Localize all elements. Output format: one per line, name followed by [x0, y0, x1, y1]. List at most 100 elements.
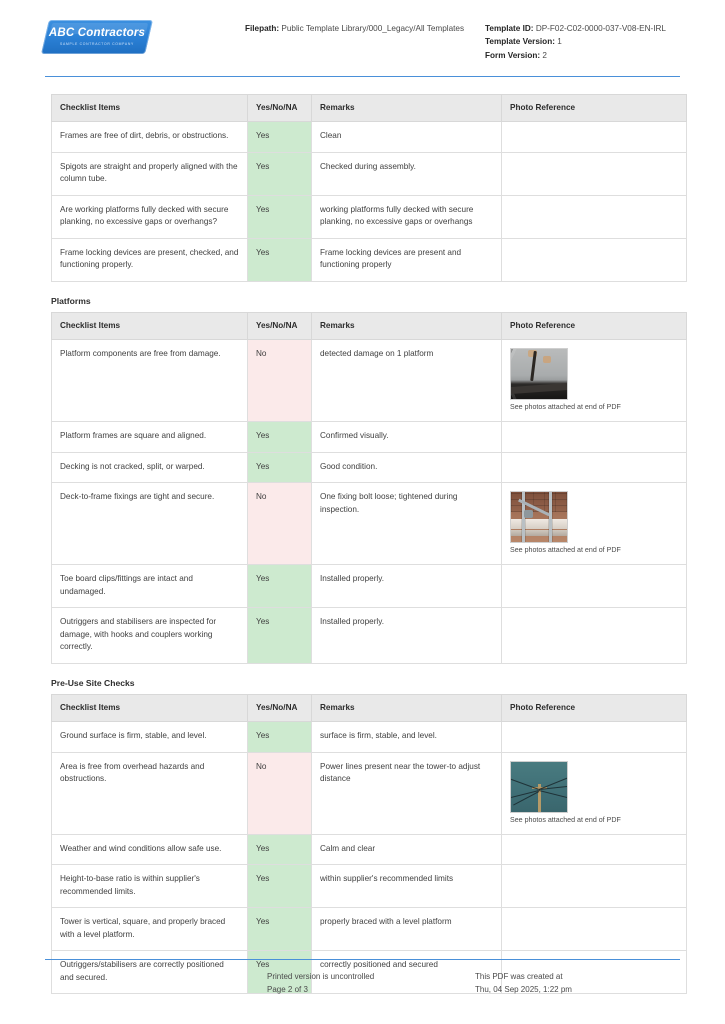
table-header-row: Checklist Items Yes/No/NA Remarks Photo Ref… — [51, 693, 687, 723]
table-row: Height-to-base ratio is within supplier'… — [51, 864, 687, 909]
cell-answer[interactable]: Yes — [247, 451, 312, 484]
cell-remarks: working platforms fully decked with secu… — [311, 194, 502, 239]
cell-checklist-item: Platform components are free from damage… — [51, 339, 248, 423]
cell-photo-reference — [501, 907, 687, 952]
table-header-row: Checklist Items Yes/No/NA Remarks Photo Ref… — [51, 93, 687, 123]
column-header-0: Checklist Items — [51, 693, 248, 723]
cell-checklist-item: Ground surface is firm, stable, and leve… — [51, 721, 248, 753]
cell-checklist-item: Are working platforms fully decked with … — [51, 194, 248, 239]
logo-tagline: SAMPLE CONTRACTOR COMPANY — [60, 41, 134, 46]
column-header-0: Checklist Items — [51, 93, 248, 123]
cell-answer[interactable]: Yes — [247, 607, 312, 664]
cell-answer[interactable]: Yes — [247, 151, 312, 196]
cell-checklist-item: Frames are free of dirt, debris, or obst… — [51, 121, 248, 153]
cell-remarks: surface is firm, stable, and level. — [311, 721, 502, 753]
cell-checklist-item: Frame locking devices are present, check… — [51, 237, 248, 282]
cell-answer[interactable]: Yes — [247, 907, 312, 952]
cell-answer[interactable]: Yes — [247, 237, 312, 282]
column-header-3: Photo Reference — [501, 93, 687, 123]
template-version-value: 1 — [557, 37, 562, 47]
cell-remarks: within supplier's recommended limits — [311, 864, 502, 909]
power-line-pole-photo — [510, 760, 568, 813]
cell-photo-reference — [501, 121, 687, 153]
cell-photo-reference — [501, 950, 687, 995]
template-id-value: DP-F02-C02-0000-037-V08-EN-IRL — [535, 24, 666, 33]
cell-answer[interactable]: Yes — [247, 564, 312, 609]
cell-answer[interactable]: Yes — [247, 950, 312, 995]
cell-photo-reference — [501, 607, 687, 664]
cell-photo-reference — [501, 721, 687, 753]
filepath-label: Filepath: — [245, 24, 280, 33]
table-row: Frame locking devices are present, check… — [51, 237, 687, 282]
cell-checklist-item: Deck-to-frame fixings are tight and secu… — [51, 482, 248, 566]
cell-checklist-item: Toe board clips/fittings are intact and … — [51, 564, 248, 609]
page-footer: Printed version is uncontrolled Page 2 o… — [45, 958, 680, 996]
cell-checklist-item: Tower is vertical, square, and properly … — [51, 907, 248, 952]
checklist-table: Checklist Items Yes/No/NA Remarks Photo Ref… — [51, 311, 687, 664]
logo-banner-shape: ABC Contractors SAMPLE CONTRACTOR COMPAN… — [41, 20, 153, 54]
cell-remarks: One fixing bolt loose; tightened during … — [311, 482, 502, 566]
footer-page-number: Page 2 of 3 — [267, 984, 308, 994]
table-row: Tower is vertical, square, and properly … — [51, 907, 687, 952]
cell-answer[interactable]: No — [247, 339, 312, 423]
cell-photo-reference — [501, 421, 687, 453]
cell-answer[interactable]: Yes — [247, 833, 312, 866]
template-id-label: Template ID: — [485, 24, 534, 33]
template-version-label: Template Version: — [485, 37, 555, 47]
table-row: Ground surface is firm, stable, and leve… — [51, 721, 687, 753]
footer-created-block: This PDF was created at Thu, 04 Sep 2025… — [475, 970, 680, 996]
column-header-2: Remarks — [311, 693, 502, 723]
section-title: Pre-Use Site Checks — [51, 677, 135, 688]
cell-remarks: Calm and clear — [311, 833, 502, 866]
table-row: Toe board clips/fittings are intact and … — [51, 564, 687, 609]
cell-remarks: Good condition. — [311, 451, 502, 484]
cell-remarks: Clean — [311, 121, 502, 153]
table-row: Outriggers/stabilisers are correctly pos… — [51, 950, 687, 995]
cell-photo-reference — [501, 564, 687, 609]
cell-answer[interactable]: Yes — [247, 421, 312, 453]
cell-checklist-item: Outriggers/stabilisers are correctly pos… — [51, 950, 248, 995]
table-row: Area is free from overhead hazards and o… — [51, 751, 687, 835]
cell-photo-reference — [501, 151, 687, 196]
cell-photo-reference — [501, 864, 687, 909]
cell-remarks: correctly positioned and secured — [311, 950, 502, 995]
header-divider — [45, 75, 680, 77]
cell-photo-reference — [501, 194, 687, 239]
cell-checklist-item: Area is free from overhead hazards and o… — [51, 751, 248, 835]
cell-remarks: properly braced with a level platform — [311, 907, 502, 952]
table-row: Are working platforms fully decked with … — [51, 194, 687, 239]
cell-photo-reference: See photos attached at end of PDF — [501, 339, 687, 423]
column-header-0: Checklist Items — [51, 311, 248, 341]
checklist-sections: Checklist Items Yes/No/NA Remarks Photo Ref… — [45, 93, 687, 995]
table-row: Weather and wind conditions allow safe u… — [51, 833, 687, 866]
footer-print-notice: Printed version is uncontrolled Page 2 o… — [267, 970, 475, 996]
form-version-label: Form Version: — [485, 50, 541, 60]
cell-answer[interactable]: No — [247, 482, 312, 566]
cell-answer[interactable]: Yes — [247, 721, 312, 753]
cell-photo-reference: See photos attached at end of PDF — [501, 482, 687, 566]
cell-answer[interactable]: Yes — [247, 194, 312, 239]
cell-remarks: detected damage on 1 platform — [311, 339, 502, 423]
table-row: Spigots are straight and properly aligne… — [51, 151, 687, 196]
section-title: Platforms — [51, 295, 91, 306]
template-meta-block: Template ID: DP-F02-C02-0000-037-V08-EN-… — [473, 16, 680, 62]
metal-deck-bolt-photo — [510, 348, 568, 401]
cell-remarks: Confirmed visually. — [311, 421, 502, 453]
cell-remarks: Installed properly. — [311, 607, 502, 664]
table-row: Frames are free of dirt, debris, or obst… — [51, 121, 687, 153]
checklist-table: Checklist Items Yes/No/NA Remarks Photo Ref… — [51, 693, 687, 995]
cell-answer[interactable]: No — [247, 751, 312, 835]
logo-company-name: ABC Contractors — [48, 27, 146, 40]
footer-spacer — [45, 970, 267, 996]
column-header-2: Remarks — [311, 93, 502, 123]
table-row: Platform frames are square and aligned. Y… — [51, 421, 687, 453]
cell-remarks: Checked during assembly. — [311, 151, 502, 196]
cell-checklist-item: Spigots are straight and properly aligne… — [51, 151, 248, 196]
cell-answer[interactable]: Yes — [247, 864, 312, 909]
page-header: ABC Contractors SAMPLE CONTRACTOR COMPAN… — [41, 0, 680, 62]
column-header-1: Yes/No/NA — [247, 311, 312, 341]
filepath-value: Public Template Library/000_Legacy/All T… — [281, 24, 465, 33]
cell-checklist-item: Outriggers and stabilisers are inspected… — [51, 607, 248, 664]
cell-answer[interactable]: Yes — [247, 121, 312, 153]
